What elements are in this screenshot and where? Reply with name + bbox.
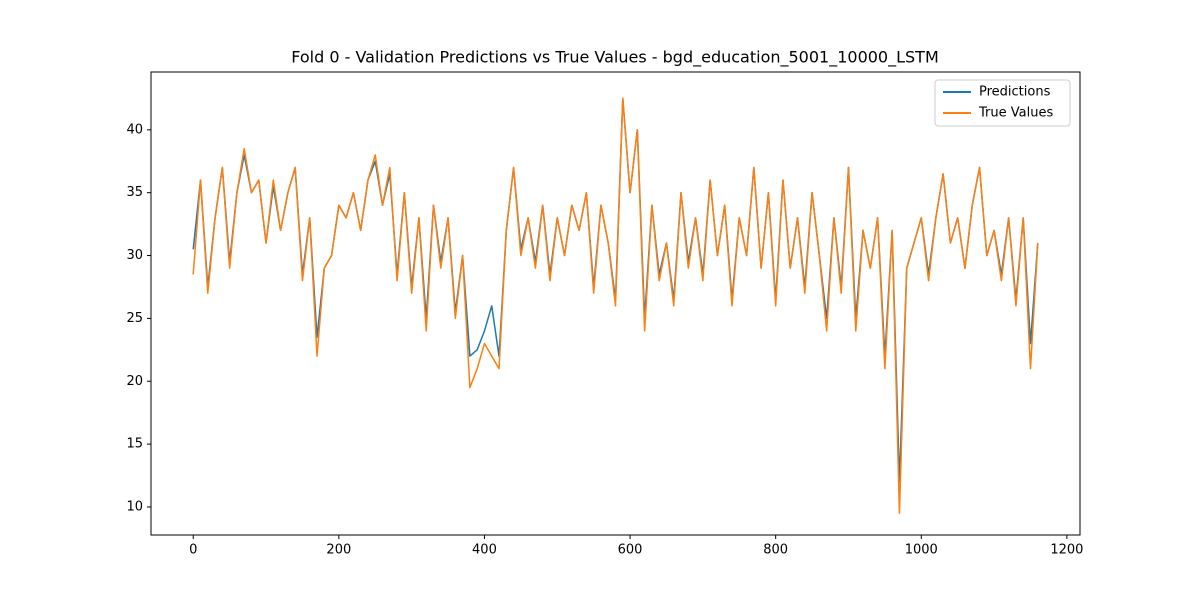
- x-tick-label: 800: [763, 543, 788, 558]
- y-tick-label: 15: [126, 437, 143, 452]
- x-tick-label: 0: [189, 543, 197, 558]
- legend-label: True Values: [978, 106, 1053, 121]
- x-tick-label: 1000: [905, 543, 938, 558]
- x-tick-label: 1200: [1050, 543, 1083, 558]
- y-tick-label: 20: [126, 374, 143, 389]
- y-tick-label: 30: [126, 248, 143, 263]
- y-tick-label: 35: [126, 185, 143, 200]
- series-line: [192, 97, 1039, 514]
- y-tick-label: 40: [126, 122, 143, 137]
- x-tick-label: 200: [326, 543, 351, 558]
- plot-frame: [150, 71, 1081, 536]
- legend-label: Predictions: [979, 85, 1051, 100]
- chart-title: Fold 0 - Validation Predictions vs True …: [291, 48, 939, 68]
- x-tick-label: 400: [472, 543, 497, 558]
- y-tick-label: 10: [126, 499, 143, 514]
- x-tick-label: 600: [618, 543, 643, 558]
- y-tick-label: 25: [126, 311, 143, 326]
